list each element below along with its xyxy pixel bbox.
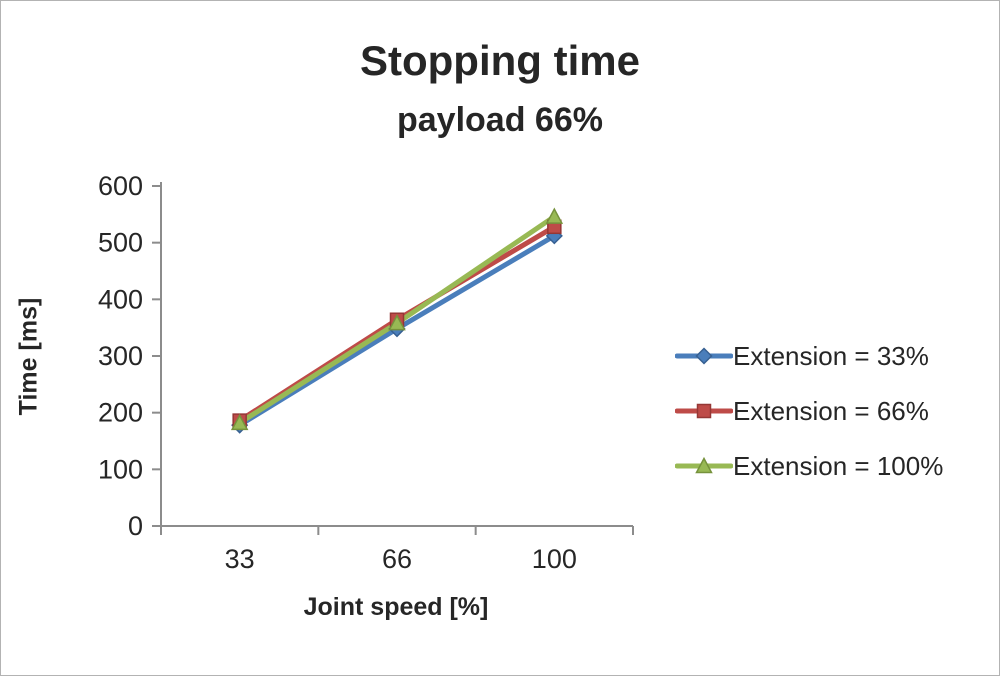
legend-triangle-marker-icon [675,456,733,474]
legend-label: Extension = 33% [733,340,929,371]
legend-item: Extension = 33% [675,337,943,375]
chart-subtitle: payload 66% [397,101,603,139]
x-axis-title: Joint speed [%] [303,593,489,621]
legend: Extension = 33% Extension = 66% Extensio… [675,337,943,485]
y-axis-title: Time [ms] [14,297,43,416]
svg-text:600: 600 [98,171,143,201]
svg-text:200: 200 [98,398,143,428]
svg-text:0: 0 [128,511,143,541]
legend-diamond-marker-icon [675,347,733,365]
svg-text:500: 500 [98,228,143,258]
chart-title: Stopping time [360,37,640,84]
legend-square-marker-icon [675,403,733,419]
svg-text:300: 300 [98,341,143,371]
svg-text:100: 100 [98,454,143,484]
legend-item: Extension = 66% [675,392,943,430]
svg-text:66: 66 [382,544,412,574]
legend-label: Extension = 100% [733,450,944,481]
svg-text:100: 100 [532,544,577,574]
svg-text:33: 33 [225,544,255,574]
legend-item: Extension = 100% [675,447,943,485]
legend-label: Extension = 66% [733,395,929,426]
svg-text:400: 400 [98,284,143,314]
